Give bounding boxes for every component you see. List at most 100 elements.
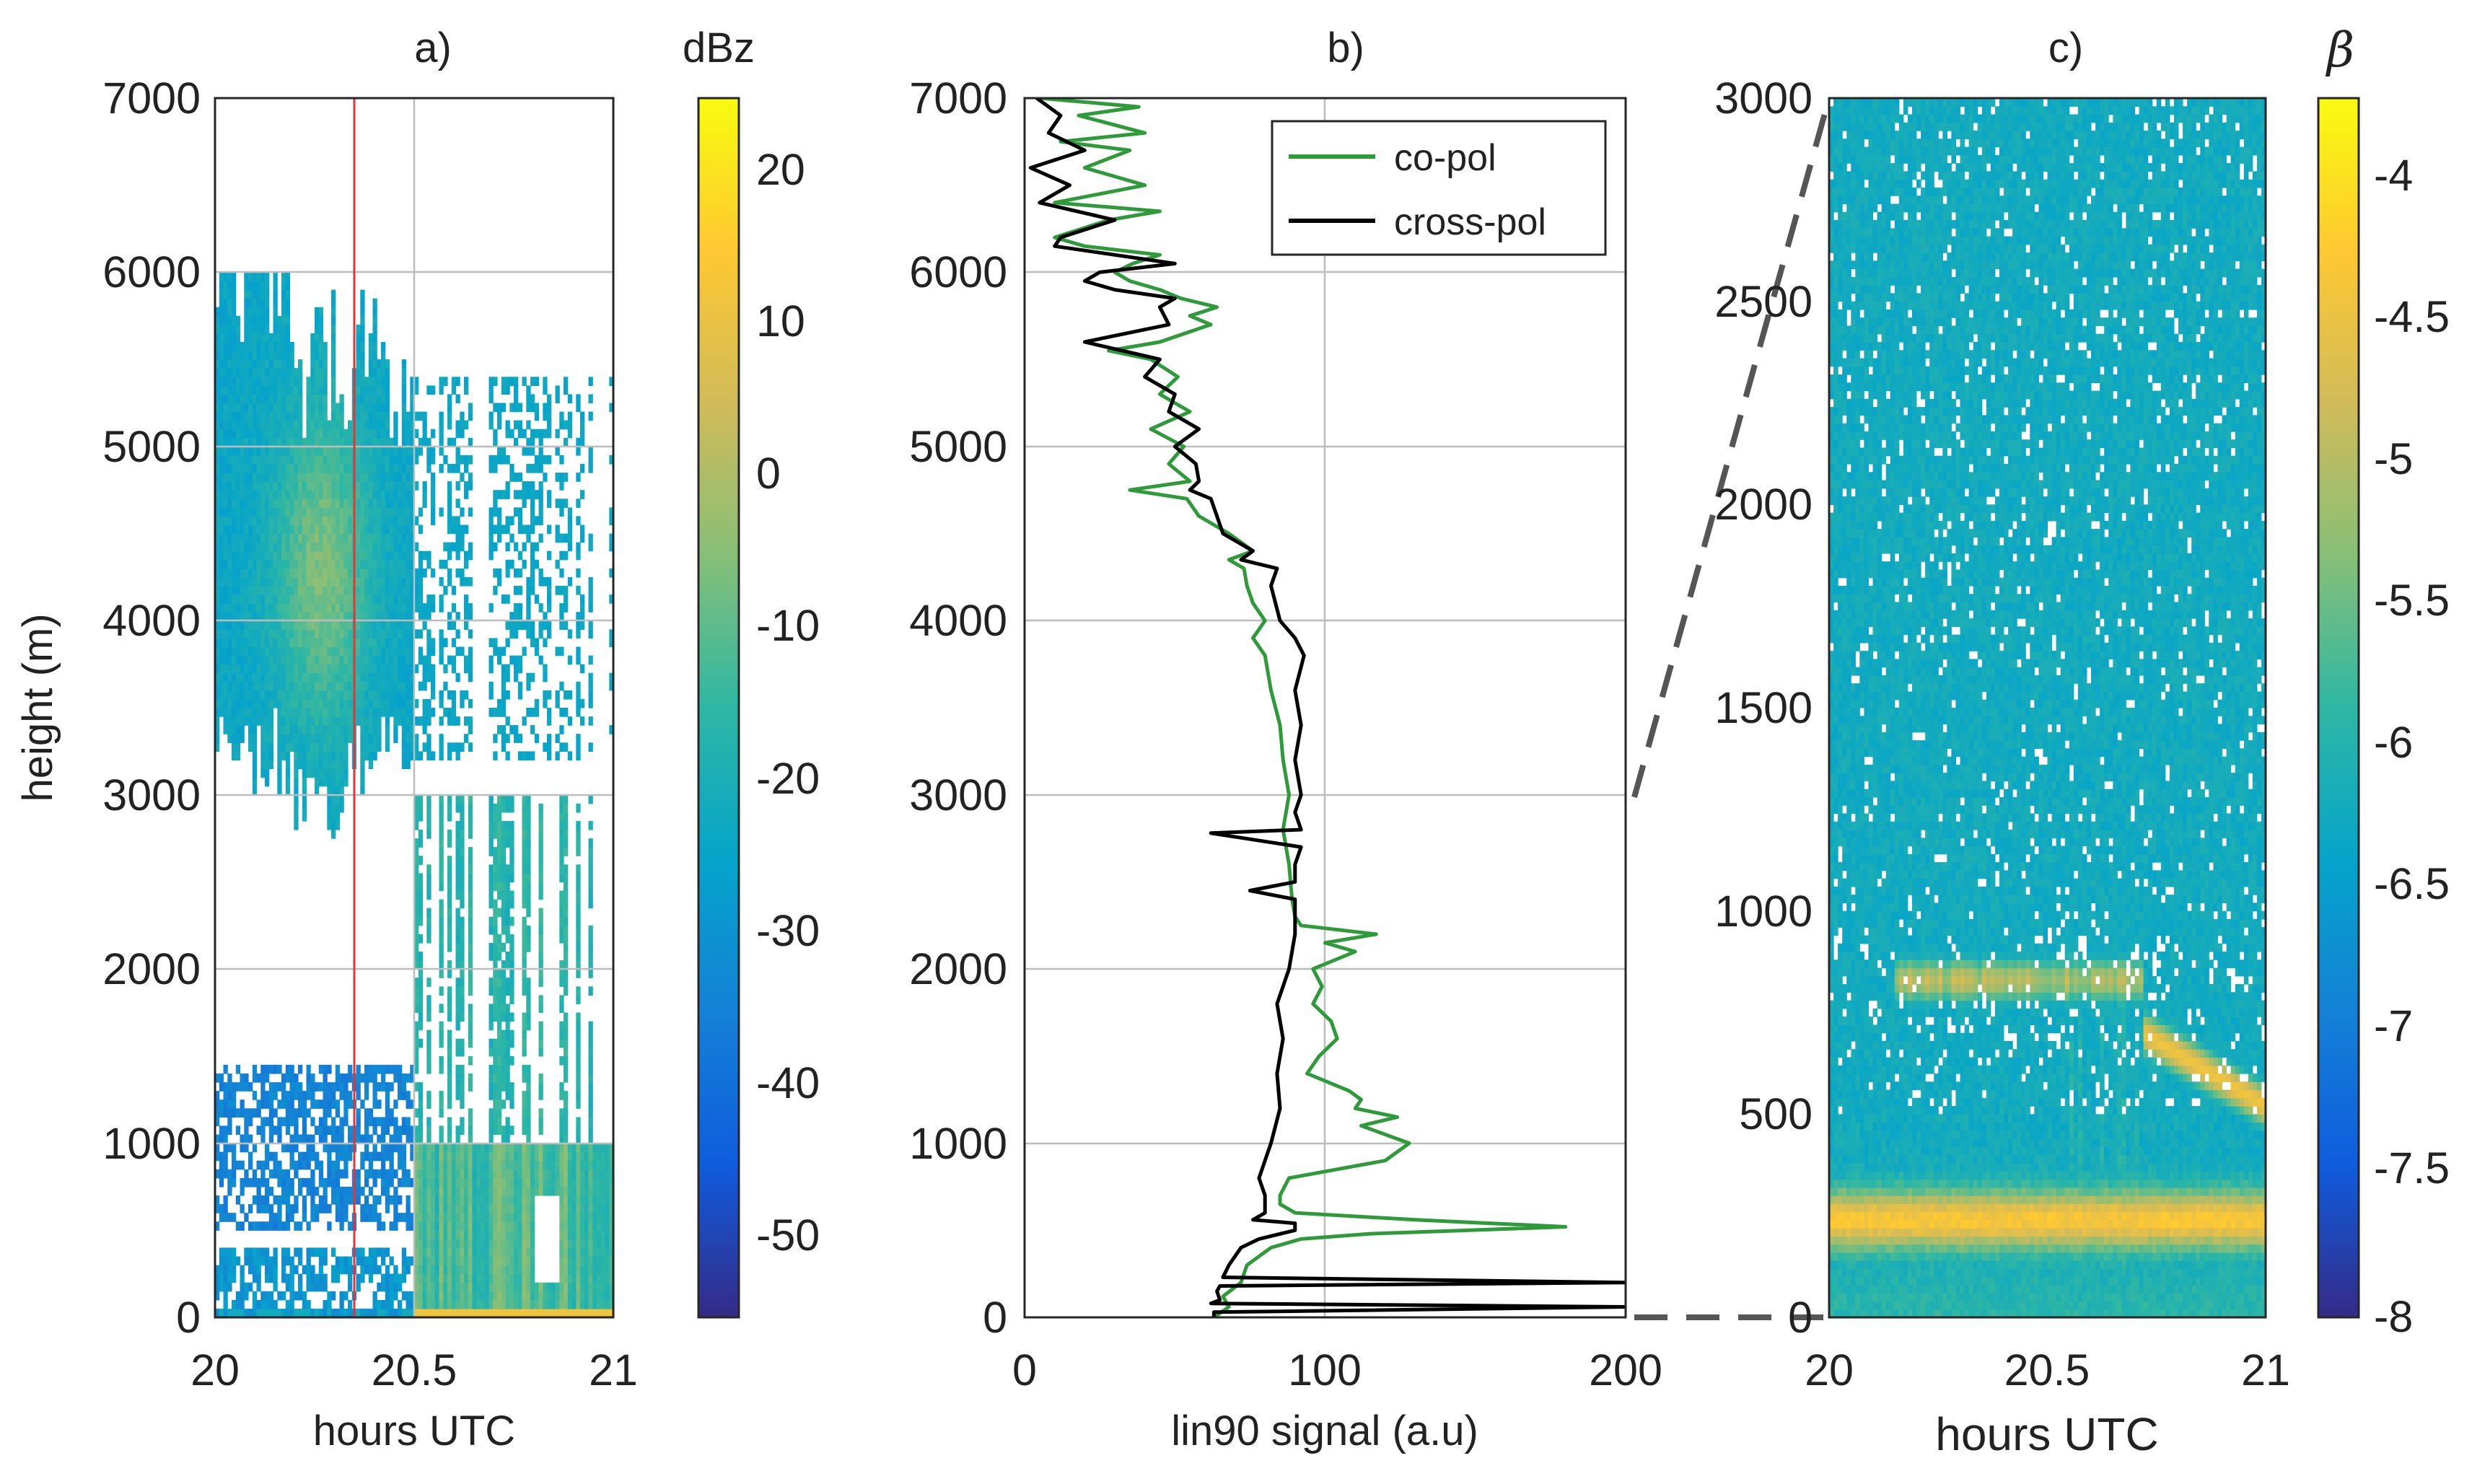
panel-a-heat-cell	[339, 734, 344, 743]
panel-a-heat-cell	[268, 437, 274, 447]
panel-a-heat-cell	[265, 638, 270, 648]
panel-a-heat-cell	[559, 1213, 564, 1222]
panel-a-heat-cell	[426, 1282, 431, 1292]
panel-a-heat-cell	[468, 1186, 473, 1196]
panel-a-heat-cell	[460, 1143, 465, 1153]
panel-a-heat-cell	[318, 594, 324, 604]
panel-a-heat-cell	[323, 385, 328, 395]
panel-a-heat-cell	[343, 629, 349, 639]
panel-a-heat-cell	[323, 751, 328, 761]
panel-a-heat-cell	[215, 533, 220, 543]
panel-a-heat-cell	[335, 820, 341, 830]
panel-a-heat-cell	[302, 681, 307, 691]
panel-a-heat-cell	[294, 490, 299, 499]
panel-a-heat-cell	[306, 446, 311, 456]
panel-a-heat-cell	[323, 603, 328, 613]
panel-a-heat-cell	[460, 803, 465, 813]
panel-a-heat-cell	[426, 1029, 431, 1040]
panel-a-heat-cell	[256, 576, 261, 587]
panel-a-heat-cell	[244, 681, 249, 691]
panel-a-heat-cell	[439, 899, 444, 909]
panel-a-heat-cell	[215, 1221, 220, 1231]
panel-a-heat-cell	[294, 594, 299, 604]
panel-a-heat-cell	[315, 698, 320, 708]
panel-a-heat-cell	[219, 333, 224, 343]
panel-a-heat-cell	[534, 1160, 540, 1170]
panel-a-heat-cell	[302, 1299, 307, 1309]
panel-a-heat-cell	[414, 603, 419, 613]
panel-a-heat-cell	[339, 516, 344, 526]
panel-a-heat-cell	[364, 568, 369, 578]
panel-a-heat-cell	[414, 952, 419, 961]
panel-a-heat-cell	[364, 612, 369, 621]
panel-a-heat-cell	[223, 725, 228, 734]
panel-a-heat-cell	[260, 385, 266, 395]
panel-a-heat-cell	[318, 429, 324, 439]
panel-a-heat-cell	[414, 1038, 419, 1048]
panel-a-heat-cell	[439, 1134, 444, 1144]
panel-a-heat-cell	[422, 603, 427, 613]
panel-a-heat-cell	[343, 664, 349, 674]
panel-a-heat-cell	[538, 1117, 543, 1127]
panel-a-heat-cell	[232, 473, 237, 482]
panel-a-heat-cell	[514, 1299, 519, 1309]
panel-a-heat-cell	[235, 324, 241, 334]
panel-a-heat-cell	[501, 1082, 507, 1092]
panel-a-heat-cell	[277, 324, 282, 334]
panel-a-heat-cell	[481, 1247, 486, 1257]
panel-a-heat-cell	[509, 473, 514, 482]
panel-a-heat-cell	[256, 629, 261, 639]
panel-a-heat-cell	[460, 576, 465, 587]
panel-a-heat-cell	[252, 646, 258, 657]
panel-a-heat-cell	[244, 1108, 249, 1118]
panel-a-heat-cell	[315, 1308, 320, 1317]
panel-a-heat-cell	[285, 603, 291, 613]
panel-a-heat-cell	[335, 490, 341, 499]
panel-a-heat-cell	[244, 481, 249, 491]
panel-a-heat-cell	[493, 499, 498, 508]
panel-a-heat-cell	[414, 411, 419, 421]
panel-a-heat-cell	[368, 1186, 374, 1196]
panel-a-heat-cell	[377, 620, 382, 630]
panel-a-heat-cell	[343, 1160, 349, 1170]
panel-a-heat-cell	[464, 464, 469, 473]
panel-a-heat-cell	[439, 864, 444, 874]
panel-a-heat-cell	[244, 385, 249, 395]
panel-a-heat-cell	[522, 646, 527, 657]
panel-a-heat-cell	[273, 1064, 278, 1074]
panel-a-heat-cell	[505, 952, 510, 961]
panel-a-heat-cell	[219, 672, 224, 682]
panel-a-heat-cell	[460, 1221, 465, 1231]
panel-a-heat-cell	[555, 559, 560, 569]
panel-a-heat-cell	[215, 516, 220, 526]
panel-a-heat-cell	[514, 542, 519, 552]
panel-a-heat-cell	[385, 394, 390, 404]
panel-a-heat-cell	[364, 473, 369, 482]
panel-a-heat-cell	[410, 1151, 415, 1162]
panel-a-heat-cell	[385, 1308, 390, 1317]
panel-a-heat-cell	[248, 342, 253, 351]
panel-a-heat-cell	[244, 464, 249, 473]
panel-a-heat-cell	[447, 1291, 452, 1301]
panel-a-heat-cell	[401, 708, 407, 717]
panel-a-heat-cell	[232, 612, 237, 621]
panel-a-heat-cell	[339, 751, 344, 761]
panel-a-heat-cell	[240, 507, 245, 517]
panel-a-heat-cell	[410, 1074, 415, 1083]
panel-a-heat-cell	[497, 934, 502, 944]
panel-a-heat-cell	[244, 429, 249, 439]
panel-a-heat-cell	[372, 620, 377, 630]
panel-a-heat-cell	[244, 473, 249, 482]
panel-a-heat-cell	[277, 368, 282, 377]
panel-a-heat-cell	[265, 385, 270, 395]
panel-a-heat-cell	[414, 812, 419, 822]
panel-a-heat-cell	[526, 1230, 531, 1239]
panel-a-heat-cell	[514, 377, 519, 386]
panel-a-heat-cell	[227, 1117, 232, 1127]
panel-a-heat-cell	[522, 856, 527, 865]
panel-a-heat-cell	[381, 550, 386, 561]
panel-a-heat-cell	[547, 1308, 552, 1317]
panel-a-heat-cell	[501, 490, 507, 499]
panel-a-heat-cell	[248, 1221, 253, 1231]
panel-a-heat-cell	[298, 481, 303, 491]
